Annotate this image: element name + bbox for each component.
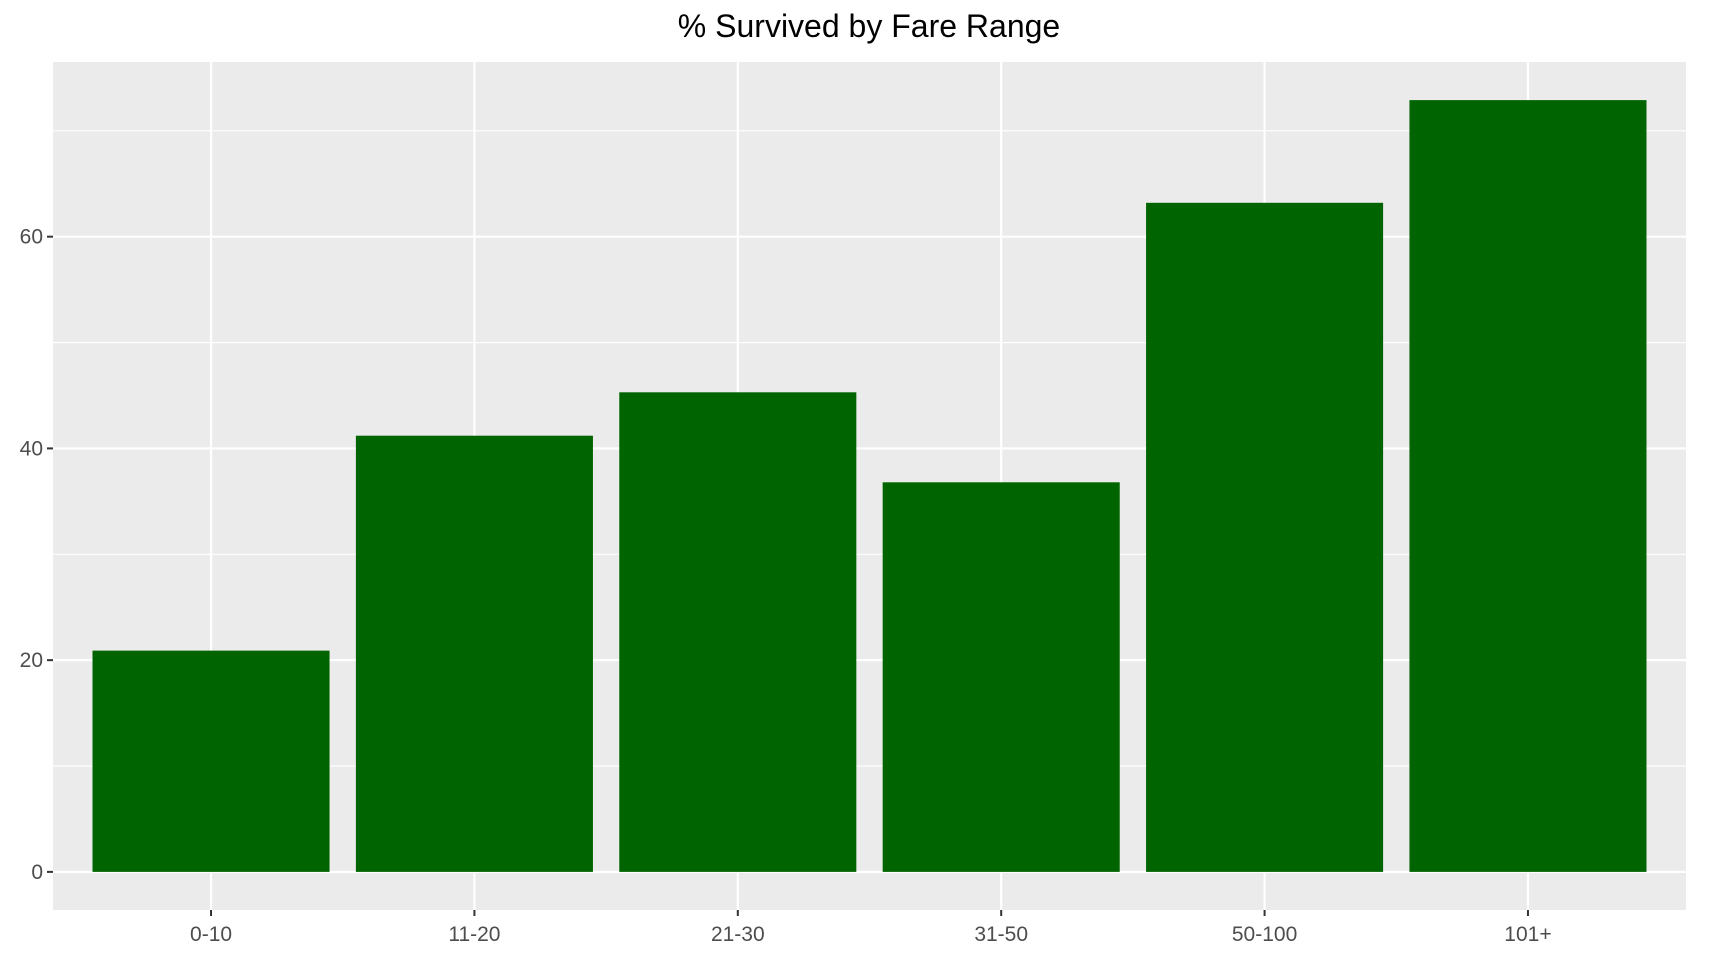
x-tick-label: 11-20 <box>448 923 500 946</box>
y-axis: 0 20 40 60 <box>20 226 53 884</box>
y-tick-label: 20 <box>20 649 43 672</box>
bar <box>1146 202 1384 872</box>
bar <box>1409 100 1647 872</box>
x-tick-label: 50-100 <box>1232 923 1297 946</box>
y-tick-label: 0 <box>31 861 43 884</box>
bar <box>619 392 857 872</box>
x-tick-label: 21-30 <box>711 923 765 946</box>
x-tick-label: 31-50 <box>974 923 1028 946</box>
chart-title: % Survived by Fare Range <box>677 8 1061 44</box>
y-tick-label: 60 <box>20 226 43 249</box>
x-tick-label: 101+ <box>1504 923 1551 946</box>
y-tick-label: 40 <box>20 437 43 460</box>
x-axis: 0-10 11-20 21-30 31-50 50-100 101+ <box>190 910 1552 946</box>
bar <box>355 435 593 872</box>
bar <box>882 482 1120 872</box>
bars <box>92 100 1647 872</box>
bar <box>92 650 330 872</box>
x-tick-label: 0-10 <box>190 923 232 946</box>
